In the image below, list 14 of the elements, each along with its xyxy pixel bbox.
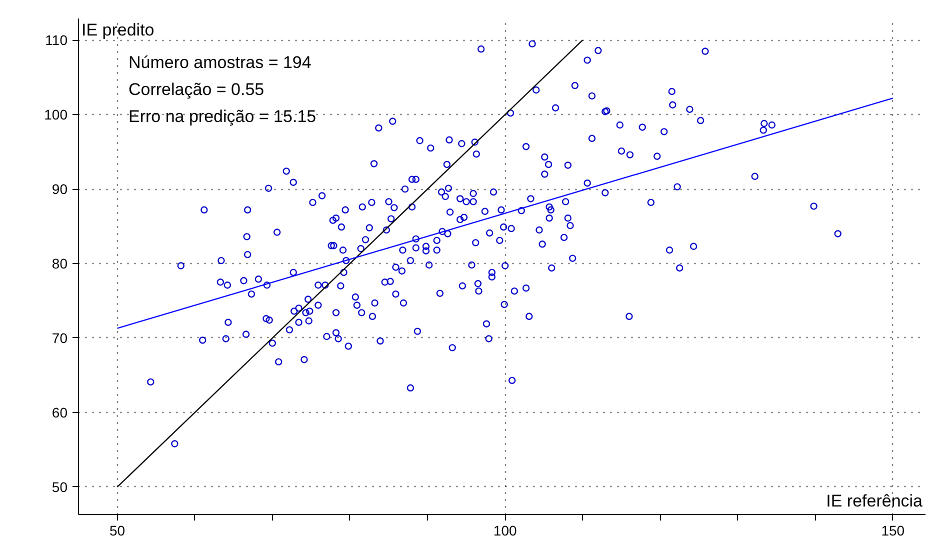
y-tick-label: 70 <box>52 330 68 346</box>
annotation: Correlação = 0.55 <box>128 80 264 99</box>
y-tick-label: 90 <box>52 181 68 198</box>
x-tick-label: 150 <box>881 522 905 538</box>
annotation: Número amostras = 194 <box>128 53 312 72</box>
y-axis-title: IE predito <box>82 20 154 40</box>
y-tick-label: 50 <box>52 478 68 495</box>
y-tick-label: 110 <box>45 32 68 48</box>
y-tick-label: 100 <box>44 106 68 123</box>
y-tick-label: 60 <box>52 404 68 420</box>
x-axis-title: IE referência <box>826 492 924 510</box>
x-tick-label: 100 <box>493 522 517 538</box>
y-tick-label: 80 <box>52 256 68 272</box>
x-tick-label: 50 <box>109 522 126 538</box>
